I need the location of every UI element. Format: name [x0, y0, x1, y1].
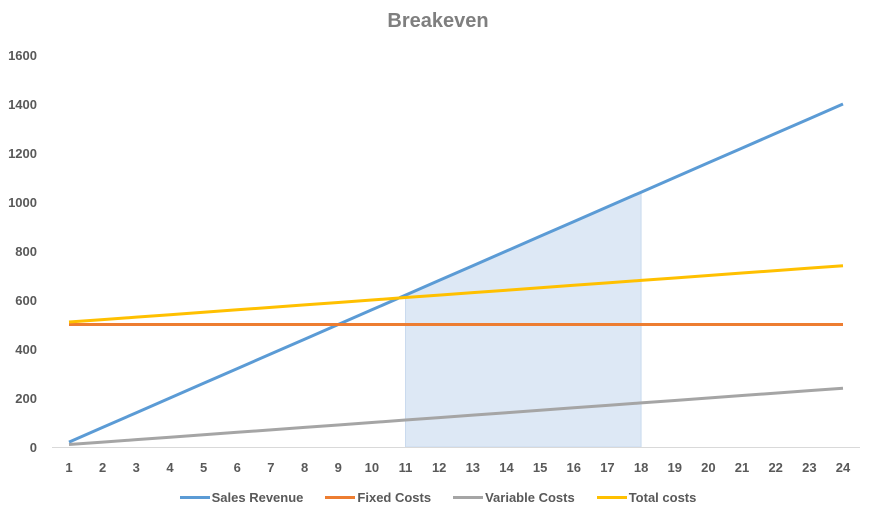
y-tick-label: 200 — [15, 391, 37, 406]
y-tick-label: 1400 — [8, 97, 37, 112]
y-tick-label: 800 — [15, 244, 37, 259]
legend-swatch — [453, 496, 484, 499]
series-line-sales-revenue — [68, 102, 844, 444]
chart-legend: Sales Revenue Fixed Costs Variable Costs To… — [0, 490, 876, 505]
legend-swatch — [596, 496, 627, 499]
legend-item: Total costs — [596, 490, 697, 505]
x-tick-label: 22 — [768, 460, 782, 475]
legend-label: Variable Costs — [485, 490, 575, 505]
legend-item: Variable Costs — [453, 490, 575, 505]
legend-swatch — [325, 496, 356, 499]
x-tick-label: 9 — [335, 460, 342, 475]
x-tick-label: 6 — [234, 460, 241, 475]
legend-label: Sales Revenue — [211, 490, 304, 505]
x-tick-label: 5 — [200, 460, 207, 475]
profit-shaded-region — [405, 191, 642, 448]
y-tick-label: 600 — [15, 293, 37, 308]
x-tick-label: 20 — [701, 460, 715, 475]
legend-label: Fixed Costs — [357, 490, 432, 505]
x-tick-label: 17 — [600, 460, 614, 475]
y-tick-label: 1600 — [8, 48, 37, 63]
x-tick-label: 24 — [836, 460, 851, 475]
legend-item: Fixed Costs — [325, 490, 431, 505]
y-tick-label: 400 — [15, 342, 37, 357]
x-tick-label: 11 — [399, 460, 413, 475]
x-tick-label: 21 — [735, 460, 749, 475]
legend-swatch — [179, 496, 210, 499]
x-tick-label: 8 — [301, 460, 308, 475]
x-tick-label: 15 — [533, 460, 547, 475]
y-tick-label: 1200 — [8, 146, 37, 161]
x-tick-label: 2 — [99, 460, 106, 475]
x-tick-label: 16 — [567, 460, 581, 475]
y-tick-label: 0 — [30, 440, 37, 455]
chart-title: Breakeven — [387, 10, 489, 32]
legend-item: Sales Revenue — [179, 490, 304, 505]
x-tick-label: 10 — [365, 460, 379, 475]
y-tick-label: 1000 — [8, 195, 37, 210]
series-line-total-costs — [68, 264, 844, 324]
x-tick-label: 19 — [668, 460, 682, 475]
x-tick-label: 1 — [65, 460, 72, 475]
x-tick-label: 23 — [802, 460, 816, 475]
x-tick-label: 4 — [166, 460, 174, 475]
x-tick-label: 3 — [133, 460, 140, 475]
x-axis-ticks: 1 2 3 4 5 6 7 8 9 10 11 12 13 14 15 16 17 18 19 20 21 22 23 24 — [65, 460, 851, 475]
y-axis-ticks: 0 200 400 600 800 1000 1200 1400 1600 — [8, 48, 37, 455]
x-tick-label: 12 — [432, 460, 446, 475]
series-line-variable-costs — [68, 386, 844, 447]
x-tick-label: 18 — [634, 460, 648, 475]
x-tick-label: 13 — [466, 460, 480, 475]
series-lines — [68, 102, 844, 447]
x-tick-label: 7 — [267, 460, 274, 475]
x-tick-label: 14 — [499, 460, 514, 475]
legend-label: Total costs — [628, 490, 697, 505]
